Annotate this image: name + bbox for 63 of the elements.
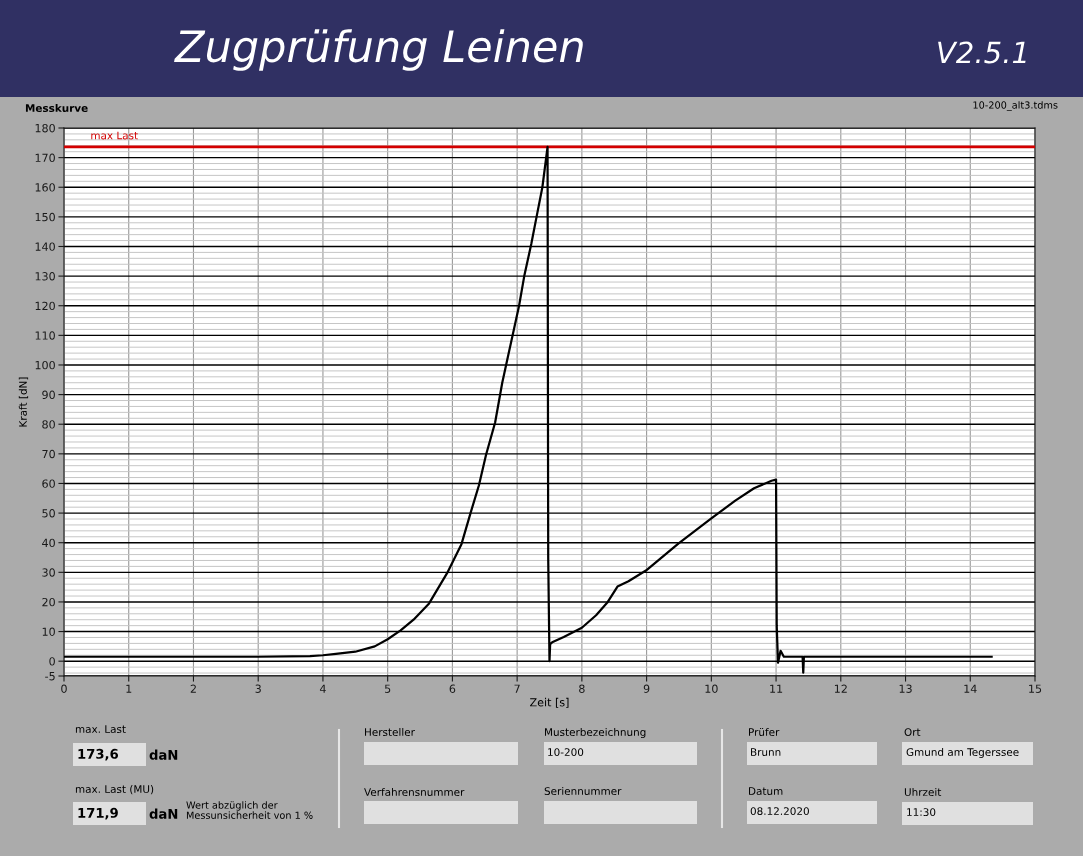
y-tick-label: 150	[35, 212, 55, 222]
text: Datum	[749, 787, 783, 796]
ref-line-label: max Last	[91, 131, 138, 140]
y-tick-label: 10	[42, 627, 55, 636]
text: Gmund am Tegerssee	[906, 747, 1019, 759]
text: 171,9	[78, 807, 118, 820]
text: max. Last (MU)	[75, 784, 154, 795]
text: 10-200	[548, 748, 584, 757]
y-tick-label: 120	[35, 301, 55, 311]
y-tick-label: 0	[49, 657, 55, 666]
x-tick-label: 12	[834, 684, 847, 693]
y-tick-label: 170	[35, 153, 55, 162]
text: 173,6	[78, 748, 119, 761]
x-tick-label: 7	[514, 684, 520, 693]
text: Uhrzeit	[904, 787, 942, 797]
y-tick-label: 140	[35, 242, 55, 251]
y-tick-label: 130	[35, 272, 55, 281]
text: Wert abzüglich der Messunsicherheit von 1 %	[186, 801, 313, 819]
y-tick-label: 40	[42, 538, 55, 548]
y-tick-label: 160	[35, 183, 55, 192]
y-tick-label: 20	[42, 597, 55, 607]
y-tick-label: 50	[42, 509, 55, 518]
text: max. Last	[75, 725, 126, 734]
x-tick-label: 13	[899, 684, 912, 693]
y-tick-label: -5	[45, 672, 55, 681]
text: Prüfer	[749, 727, 780, 737]
x-tick-label: 11	[770, 684, 783, 693]
text: daN	[149, 808, 178, 819]
x-tick-label: 15	[1029, 684, 1042, 693]
text: V2.5.1	[938, 41, 1026, 64]
text: Hersteller	[365, 727, 415, 737]
chart-title: Zugprüfung Leinen	[174, 29, 583, 71]
x-tick-label: 1	[126, 684, 132, 693]
text: Seriennummer	[544, 786, 622, 796]
y-tick-label: 70	[42, 449, 55, 459]
y-tick-label: 100	[35, 360, 55, 370]
x-tick-label: 10	[705, 684, 718, 693]
x-tick-label: 5	[384, 684, 391, 693]
x-tick-label: 2	[190, 684, 196, 693]
x-tick-label: 3	[255, 684, 261, 693]
y-tick-label: 60	[42, 479, 55, 488]
text: daN	[149, 749, 178, 760]
x-tick-label: 8	[579, 684, 585, 693]
text: Verfahrensnummer	[364, 787, 465, 797]
y-tick-label: 30	[42, 568, 55, 577]
text: Ort	[904, 728, 921, 737]
text: Brunn	[751, 748, 781, 757]
x-tick-label: 14	[964, 684, 977, 693]
chart-subtitle: Messkurve	[25, 103, 88, 113]
text: 08.12.2020	[750, 807, 809, 816]
y-axis-title: Kraft [dN]	[18, 377, 29, 427]
text: 11:30	[907, 808, 936, 817]
y-tick-label: 80	[42, 420, 55, 429]
x-tick-label: 9	[643, 684, 650, 693]
text: Musterbezeichnung	[545, 727, 646, 739]
x-tick-label: 4	[319, 684, 326, 693]
y-tick-label: 180	[35, 123, 55, 133]
x-tick-label: 0	[61, 684, 67, 693]
y-tick-label: 90	[42, 390, 55, 399]
text: 10-200_alt3.tdms	[973, 101, 1058, 111]
x-axis-title: Zeit [s]	[530, 697, 569, 708]
x-tick-label: 6	[449, 684, 456, 693]
y-tick-label: 110	[35, 331, 55, 340]
